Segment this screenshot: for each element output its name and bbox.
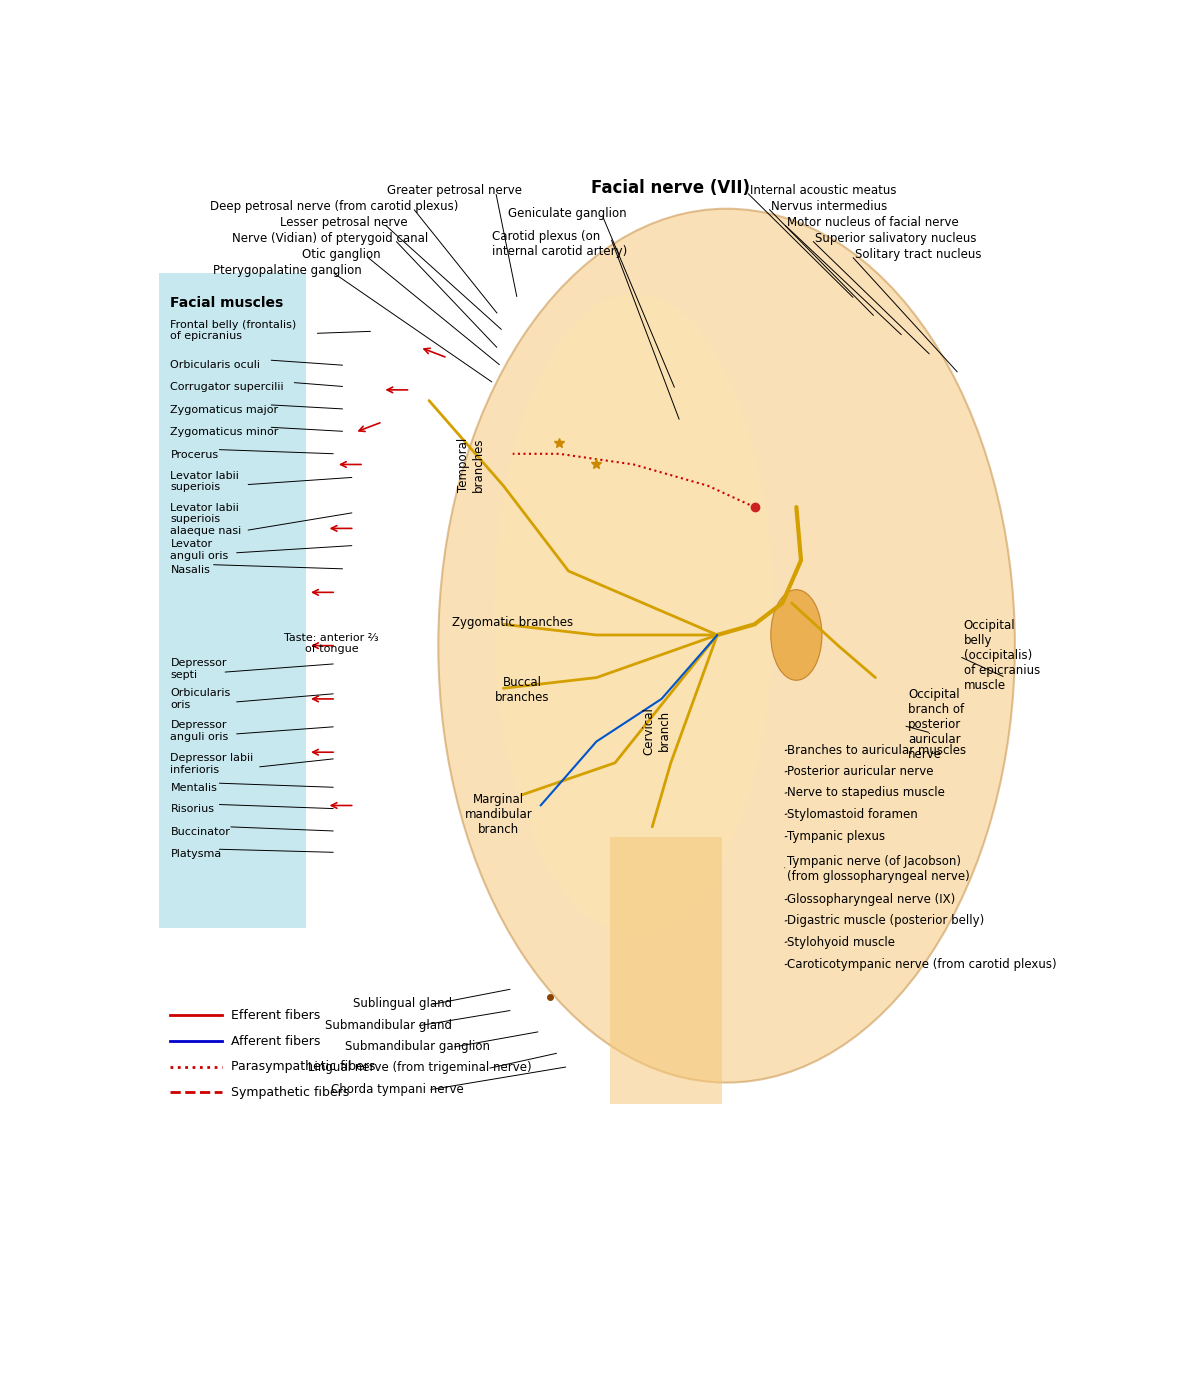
Bar bbox=[611, 837, 722, 1104]
Text: Depressor
anguli oris: Depressor anguli oris bbox=[170, 720, 229, 742]
Ellipse shape bbox=[438, 209, 1015, 1082]
Ellipse shape bbox=[494, 293, 773, 933]
Text: Carotid plexus (on
internal carotid artery): Carotid plexus (on internal carotid arte… bbox=[492, 230, 628, 257]
Text: Caroticotympanic nerve (from carotid plexus): Caroticotympanic nerve (from carotid ple… bbox=[787, 958, 1057, 972]
Text: Greater petrosal nerve: Greater petrosal nerve bbox=[388, 184, 522, 197]
Text: Orbicularis
oris: Orbicularis oris bbox=[170, 688, 230, 710]
Text: Temporal
branches: Temporal branches bbox=[457, 437, 485, 491]
Text: Marginal
mandibular
branch: Marginal mandibular branch bbox=[464, 793, 533, 836]
Text: Sympathetic fibers: Sympathetic fibers bbox=[230, 1085, 349, 1099]
Text: Nasalis: Nasalis bbox=[170, 565, 210, 574]
Text: Parasympathetic fibers: Parasympathetic fibers bbox=[230, 1060, 376, 1073]
Text: Submandibular ganglion: Submandibular ganglion bbox=[346, 1039, 491, 1053]
Text: Branches to auricular muscles: Branches to auricular muscles bbox=[787, 743, 966, 757]
Text: Geniculate ganglion: Geniculate ganglion bbox=[508, 206, 626, 220]
Text: Frontal belly (frontalis)
of epicranius: Frontal belly (frontalis) of epicranius bbox=[170, 320, 296, 340]
Text: Levator labii
superiois: Levator labii superiois bbox=[170, 471, 239, 493]
Text: Tympanic plexus: Tympanic plexus bbox=[787, 830, 886, 843]
Text: Occipital
belly
(occipitalis)
of epicranius
muscle: Occipital belly (occipitalis) of epicran… bbox=[964, 619, 1040, 692]
Text: Internal acoustic meatus: Internal acoustic meatus bbox=[750, 184, 896, 197]
Text: Procerus: Procerus bbox=[170, 450, 218, 459]
Text: Zygomaticus major: Zygomaticus major bbox=[170, 404, 278, 415]
Text: Pterygopalatine ganglion: Pterygopalatine ganglion bbox=[214, 264, 362, 277]
Text: Corrugator supercilii: Corrugator supercilii bbox=[170, 382, 284, 393]
Text: Buccinator: Buccinator bbox=[170, 826, 230, 837]
Text: Efferent fibers: Efferent fibers bbox=[230, 1009, 320, 1021]
Text: Platysma: Platysma bbox=[170, 850, 222, 859]
Text: Glossopharyngeal nerve (IX): Glossopharyngeal nerve (IX) bbox=[787, 893, 955, 907]
Text: Occipital
branch of
posterior
auricular
nerve: Occipital branch of posterior auricular … bbox=[908, 688, 964, 761]
Text: Mentalis: Mentalis bbox=[170, 783, 217, 793]
Text: Facial muscles: Facial muscles bbox=[170, 296, 283, 310]
Text: Depressor
septi: Depressor septi bbox=[170, 659, 227, 680]
Text: Buccal
branches: Buccal branches bbox=[494, 677, 550, 704]
Text: Afferent fibers: Afferent fibers bbox=[230, 1034, 320, 1048]
Text: Chorda tympani nerve: Chorda tympani nerve bbox=[331, 1082, 464, 1096]
Text: Tympanic nerve (of Jacobson)
(from glossopharyngeal nerve): Tympanic nerve (of Jacobson) (from gloss… bbox=[787, 854, 970, 883]
Text: Deep petrosal nerve (from carotid plexus): Deep petrosal nerve (from carotid plexus… bbox=[210, 201, 458, 213]
Ellipse shape bbox=[770, 590, 822, 681]
Text: Solitary tract nucleus: Solitary tract nucleus bbox=[854, 248, 982, 262]
Bar bbox=[160, 273, 306, 929]
Text: Depressor labii
inferioris: Depressor labii inferioris bbox=[170, 753, 253, 775]
Text: Motor nucleus of facial nerve: Motor nucleus of facial nerve bbox=[787, 216, 959, 230]
Text: Taste: anterior ⅔
of tongue: Taste: anterior ⅔ of tongue bbox=[284, 632, 379, 655]
Text: Lingual nerve (from trigeminal nerve): Lingual nerve (from trigeminal nerve) bbox=[308, 1062, 532, 1074]
Text: Facial nerve (VII): Facial nerve (VII) bbox=[592, 179, 750, 197]
Text: Orbicularis oculi: Orbicularis oculi bbox=[170, 360, 260, 370]
Text: Stylomastoid foramen: Stylomastoid foramen bbox=[787, 808, 918, 821]
Text: Cervical
branch: Cervical branch bbox=[643, 707, 671, 754]
Text: Zygomatic branches: Zygomatic branches bbox=[452, 616, 574, 628]
Text: Submandibular gland: Submandibular gland bbox=[325, 1019, 452, 1031]
Text: Zygomaticus minor: Zygomaticus minor bbox=[170, 428, 278, 437]
Text: Levator
anguli oris: Levator anguli oris bbox=[170, 538, 229, 561]
Text: Levator labii
superiois
alaeque nasi: Levator labii superiois alaeque nasi bbox=[170, 502, 241, 536]
Text: Nervus intermedius: Nervus intermedius bbox=[772, 201, 888, 213]
Text: Lesser petrosal nerve: Lesser petrosal nerve bbox=[281, 216, 408, 230]
Text: Stylohyoid muscle: Stylohyoid muscle bbox=[787, 936, 895, 948]
Text: Nerve to stapedius muscle: Nerve to stapedius muscle bbox=[787, 786, 944, 800]
Text: Digastric muscle (posterior belly): Digastric muscle (posterior belly) bbox=[787, 915, 984, 927]
Text: Nerve (Vidian) of pterygoid canal: Nerve (Vidian) of pterygoid canal bbox=[232, 233, 428, 245]
Text: Superior salivatory nucleus: Superior salivatory nucleus bbox=[815, 233, 977, 245]
Text: Posterior auricular nerve: Posterior auricular nerve bbox=[787, 765, 934, 778]
Text: Otic ganglion: Otic ganglion bbox=[301, 248, 380, 262]
Text: Risorius: Risorius bbox=[170, 804, 215, 814]
Text: Sublingual gland: Sublingual gland bbox=[353, 998, 452, 1010]
